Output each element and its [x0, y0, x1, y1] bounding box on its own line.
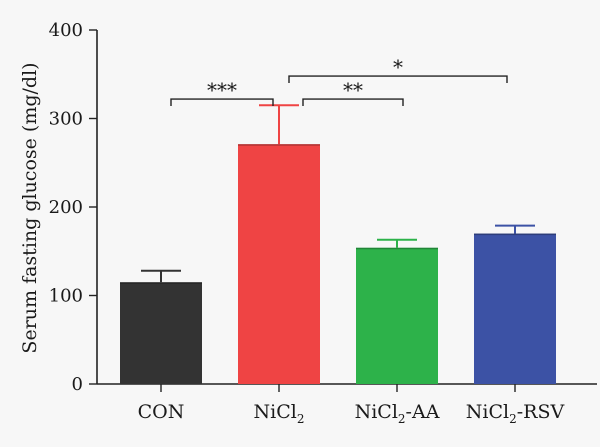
x-tick-label: CON: [138, 401, 185, 423]
bar: [356, 247, 438, 384]
y-axis-ticks: 0 100 200 300 400: [49, 20, 97, 395]
bars: [120, 104, 556, 384]
significance-bracket: [288, 75, 508, 84]
bar: [474, 233, 556, 384]
x-tick-label: NiCl2-RSV: [466, 401, 565, 426]
significance-label: ***: [207, 78, 237, 102]
y-tick-label: 0: [72, 374, 83, 395]
significance-annotations: *** ***: [170, 55, 508, 107]
significance-bracket: [170, 98, 274, 107]
significance-label: **: [343, 78, 363, 102]
y-axis-title: Serum fasting glucose (mg/dl): [19, 62, 41, 353]
bar: [120, 282, 202, 384]
significance-bracket: [302, 98, 404, 107]
x-tick-label: NiCl2-AA: [355, 401, 440, 426]
y-tick-label: 400: [49, 20, 83, 41]
significance-label: *: [393, 55, 403, 79]
y-tick-label: 200: [49, 197, 83, 218]
x-tick-label: NiCl2: [254, 401, 305, 426]
x-axis-labels: CON NiCl2 NiCl2-AA NiCl2-RSV: [138, 384, 565, 426]
y-tick-label: 300: [49, 109, 83, 130]
bar: [238, 144, 320, 384]
y-tick-label: 100: [49, 286, 83, 307]
